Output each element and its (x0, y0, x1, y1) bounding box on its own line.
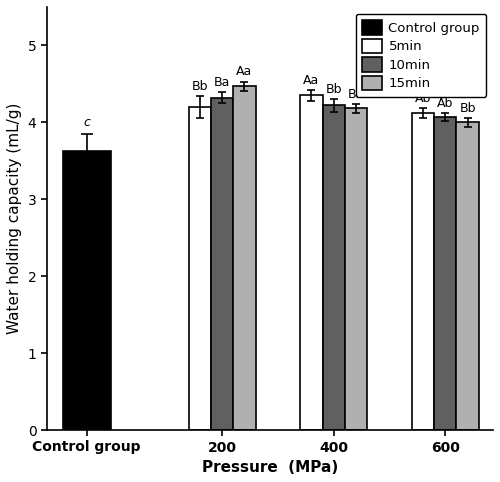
Text: Bb: Bb (348, 88, 364, 101)
Bar (300, 95, 322, 430)
Bar (456, 122, 478, 430)
Legend: Control group, 5min, 10min, 15min: Control group, 5min, 10min, 15min (356, 13, 486, 97)
Bar (234, 86, 256, 430)
Bar (322, 106, 345, 430)
Text: Bb: Bb (326, 83, 342, 96)
Bar (188, 107, 211, 430)
Y-axis label: Water holding capacity (mL/g): Water holding capacity (mL/g) (7, 103, 22, 334)
Bar (211, 98, 234, 430)
X-axis label: Pressure  (MPa): Pressure (MPa) (202, 460, 338, 475)
Bar (345, 108, 367, 430)
Bar (62, 151, 110, 430)
Text: Ba: Ba (214, 76, 230, 89)
Text: Aa: Aa (303, 74, 320, 87)
Text: Ab: Ab (414, 92, 431, 105)
Text: c: c (83, 116, 90, 129)
Text: Bb: Bb (460, 102, 476, 115)
Text: Aa: Aa (236, 66, 252, 79)
Bar (412, 113, 434, 430)
Bar (434, 117, 456, 430)
Text: Ab: Ab (437, 97, 454, 110)
Text: Bb: Bb (192, 80, 208, 93)
